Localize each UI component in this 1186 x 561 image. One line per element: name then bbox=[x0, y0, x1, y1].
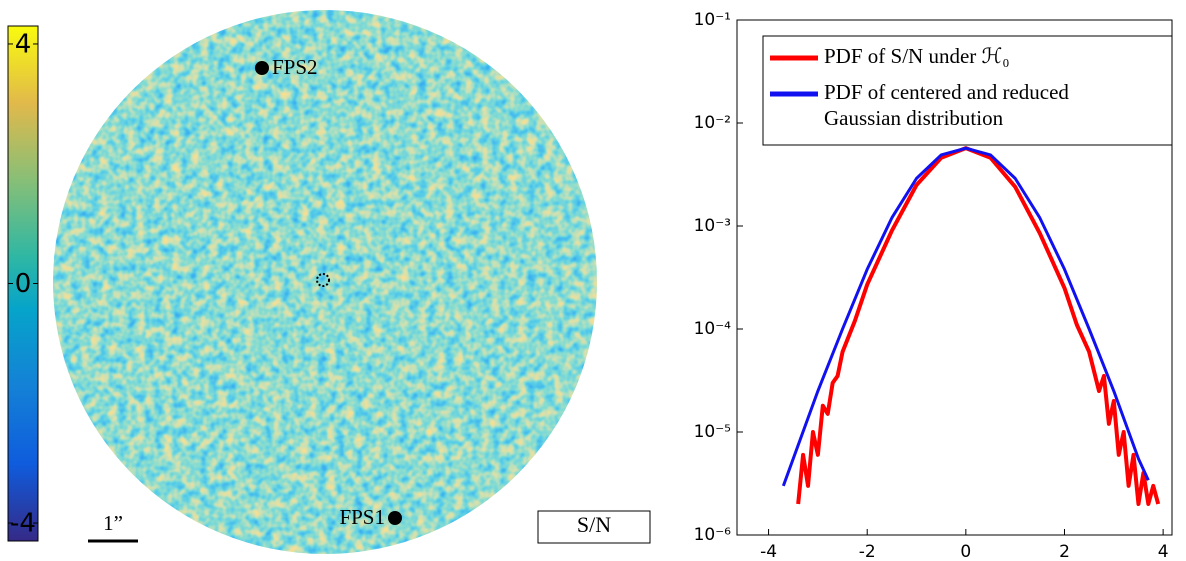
scale-label: 1” bbox=[103, 511, 123, 535]
snr-map-panel: FPS2 FPS1 1” S/N 4 0 -4 bbox=[8, 10, 650, 554]
y-tick-label: 10⁻⁵ bbox=[694, 422, 731, 442]
legend-label: PDF of S/N under ℋ₀ bbox=[824, 44, 1010, 68]
fps1-marker bbox=[388, 511, 402, 525]
x-tick-label: 4 bbox=[1158, 542, 1169, 561]
figure: FPS2 FPS1 1” S/N 40-4 10⁻⁶10⁻⁵10⁻⁴10⁻³10… bbox=[0, 0, 1186, 561]
x-tick-label: 0 bbox=[960, 542, 971, 561]
y-tick-label: 10⁻² bbox=[694, 113, 731, 133]
y-tick-label: 10⁻³ bbox=[694, 216, 731, 236]
y-tick-label: 10⁻⁴ bbox=[694, 319, 732, 339]
y-tick-label: 10⁻⁶ bbox=[694, 525, 732, 545]
colorbar-tick-label: 4 bbox=[15, 29, 32, 59]
fps2-label: FPS2 bbox=[272, 55, 318, 79]
fps2-marker bbox=[255, 61, 269, 75]
fps1-label: FPS1 bbox=[339, 505, 385, 529]
y-tick-label: 10⁻¹ bbox=[694, 10, 731, 30]
x-tick-label: 2 bbox=[1059, 542, 1070, 561]
map-label: S/N bbox=[577, 512, 611, 537]
snr-map bbox=[53, 10, 597, 554]
colorbar-tick-label: -4 bbox=[10, 509, 36, 539]
x-tick-label: -4 bbox=[760, 542, 777, 561]
pdf-panel: 10⁻⁶ 10⁻⁵ 10⁻⁴ 10⁻³ 10⁻² 10⁻¹ -4 -2 0 2 4 PDF of S/… bbox=[694, 10, 1172, 561]
x-tick-label: -2 bbox=[859, 542, 876, 561]
colorbar-tick-label: 0 bbox=[15, 269, 32, 299]
